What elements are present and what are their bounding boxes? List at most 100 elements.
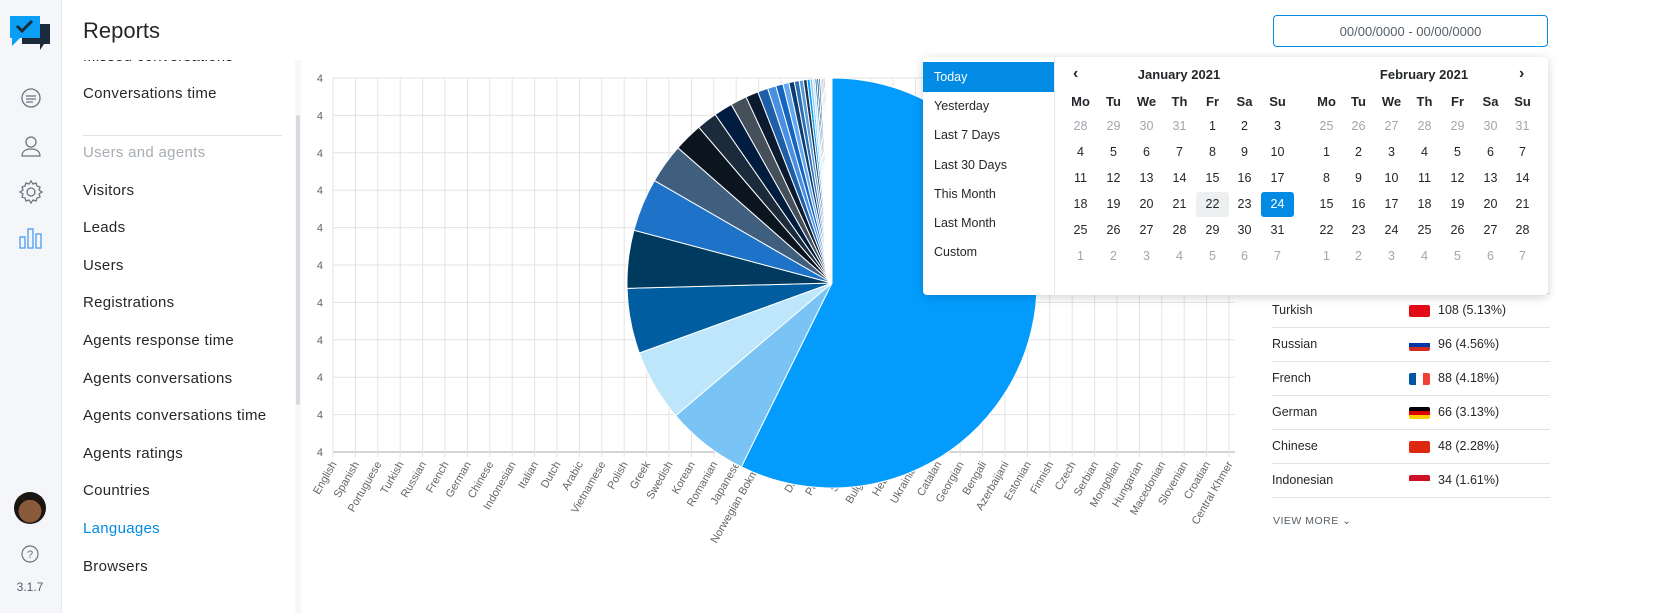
calendar-day[interactable]: 5 xyxy=(1209,249,1216,263)
calendar-day[interactable]: 29 xyxy=(1106,119,1121,133)
calendar-day[interactable]: 18 xyxy=(1417,197,1432,211)
calendar-day[interactable]: 28 xyxy=(1073,119,1088,133)
calendar-day[interactable]: 19 xyxy=(1106,197,1121,211)
calendar-day[interactable]: 30 xyxy=(1237,223,1252,237)
calendar-day[interactable]: 11 xyxy=(1418,171,1431,185)
nav-item[interactable]: Users xyxy=(83,256,124,274)
calendar-day[interactable]: 1 xyxy=(1323,249,1330,263)
calendar-day[interactable]: 25 xyxy=(1319,119,1334,133)
calendar-day[interactable]: 11 xyxy=(1074,171,1087,185)
calendar-day[interactable]: 21 xyxy=(1515,197,1530,211)
calendar-day[interactable]: 14 xyxy=(1515,171,1530,185)
calendar-day[interactable]: 15 xyxy=(1319,197,1334,211)
calendar-day[interactable]: 2 xyxy=(1355,249,1362,263)
calendar-day[interactable]: 6 xyxy=(1487,249,1494,263)
preset-option[interactable]: This Month xyxy=(934,186,996,201)
nav-item[interactable]: Countries xyxy=(83,482,150,500)
date-range-input[interactable]: 00/00/0000 - 00/00/0000 xyxy=(1273,15,1548,47)
calendar-day[interactable]: 28 xyxy=(1417,119,1432,133)
calendar-day[interactable]: 19 xyxy=(1450,197,1465,211)
calendar-day[interactable]: 26 xyxy=(1450,223,1465,237)
preset-option[interactable]: Last Month xyxy=(934,216,996,230)
calendar-day[interactable]: 3 xyxy=(1388,145,1395,159)
calendar-day[interactable]: 30 xyxy=(1483,119,1498,133)
calendar-day[interactable]: 16 xyxy=(1237,171,1252,185)
calendar-day[interactable]: 3 xyxy=(1274,119,1281,133)
calendar-day[interactable]: 8 xyxy=(1209,145,1216,159)
calendar-day[interactable]: 28 xyxy=(1172,223,1187,237)
calendar-day[interactable]: 6 xyxy=(1143,145,1150,159)
chat-icon[interactable] xyxy=(16,84,46,114)
calendar-day[interactable]: 3 xyxy=(1143,249,1150,263)
calendar-day[interactable]: 14 xyxy=(1172,171,1187,185)
calendar-day[interactable]: 22 xyxy=(1319,223,1334,237)
reports-icon[interactable] xyxy=(16,223,46,253)
calendar-day[interactable]: 26 xyxy=(1351,119,1366,133)
nav-item[interactable]: Languages xyxy=(83,520,160,537)
app-logo[interactable] xyxy=(8,14,54,54)
user-icon[interactable] xyxy=(16,131,46,161)
calendar-day[interactable]: 4 xyxy=(1176,249,1183,263)
calendar-day[interactable]: 10 xyxy=(1384,171,1399,185)
calendar-day[interactable]: 13 xyxy=(1483,171,1498,185)
calendar-day[interactable]: 9 xyxy=(1241,145,1248,159)
calendar-day[interactable]: 7 xyxy=(1519,249,1526,263)
calendar-day[interactable]: 25 xyxy=(1417,223,1432,237)
nav-item[interactable]: Registrations xyxy=(83,294,175,312)
preset-option[interactable]: Custom xyxy=(934,245,978,260)
calendar-day[interactable]: 29 xyxy=(1450,119,1465,133)
calendar-day[interactable]: 17 xyxy=(1270,171,1285,185)
calendar-day[interactable]: 23 xyxy=(1351,223,1366,237)
nav-item[interactable]: Conversations time xyxy=(83,85,217,102)
calendar-day[interactable]: 5 xyxy=(1110,145,1117,159)
nav-item[interactable]: Missed conversations xyxy=(83,60,233,65)
nav-item[interactable]: Agents conversations xyxy=(83,369,233,387)
calendar-day[interactable]: 8 xyxy=(1323,171,1330,185)
calendar-day[interactable]: 3 xyxy=(1388,249,1395,263)
calendar-day[interactable]: 23 xyxy=(1237,197,1252,211)
pie-slice-central-khmer[interactable] xyxy=(830,77,833,284)
calendar-day[interactable]: 2 xyxy=(1110,249,1117,263)
nav-item[interactable]: Agents response time xyxy=(83,332,235,349)
view-more-button[interactable]: VIEW MORE ⌄ xyxy=(1273,515,1352,527)
calendar-day[interactable]: 25 xyxy=(1073,223,1088,237)
calendar-day[interactable]: 17 xyxy=(1384,197,1399,211)
calendar-day[interactable]: 16 xyxy=(1351,197,1366,211)
calendar-day[interactable]: 31 xyxy=(1270,223,1285,237)
nav-item[interactable]: Leads xyxy=(83,219,126,237)
calendar-day[interactable]: 7 xyxy=(1519,145,1526,159)
calendar-day[interactable]: 2 xyxy=(1241,119,1248,133)
nav-item[interactable]: Browsers xyxy=(83,557,148,575)
calendar-day[interactable]: 31 xyxy=(1515,119,1530,133)
calendar-day[interactable]: 6 xyxy=(1487,145,1494,159)
calendar-day[interactable]: 21 xyxy=(1172,197,1187,211)
calendar-day[interactable]: 22 xyxy=(1196,192,1229,217)
calendar-day[interactable]: 24 xyxy=(1384,223,1399,237)
calendar-day[interactable]: 10 xyxy=(1270,145,1285,159)
preset-option[interactable]: Yesterday xyxy=(934,99,990,114)
nav-item[interactable]: Agents ratings xyxy=(83,444,184,462)
calendar-day[interactable]: 18 xyxy=(1073,197,1088,211)
help-icon[interactable]: ? xyxy=(15,539,45,569)
calendar-day[interactable]: 12 xyxy=(1450,171,1465,185)
calendar-day[interactable]: 27 xyxy=(1384,119,1399,133)
preset-option[interactable]: Last 7 Days xyxy=(934,128,1001,143)
calendar-day[interactable]: 1 xyxy=(1209,119,1216,133)
calendar-day[interactable]: 1 xyxy=(1323,145,1330,159)
nav-item[interactable]: Visitors xyxy=(83,181,135,199)
calendar-day[interactable]: 12 xyxy=(1106,171,1121,185)
calendar-day[interactable]: 13 xyxy=(1139,171,1154,185)
preset-option[interactable]: Today xyxy=(923,62,1054,92)
calendar-day[interactable]: 9 xyxy=(1355,171,1362,185)
calendar-day[interactable]: 7 xyxy=(1176,145,1183,159)
prev-month-icon[interactable]: ‹ xyxy=(1073,65,1079,82)
nav-item[interactable]: Agents conversations time xyxy=(83,407,267,425)
calendar-day[interactable]: 27 xyxy=(1139,223,1154,237)
calendar-day[interactable]: 6 xyxy=(1241,249,1248,263)
calendar-day[interactable]: 4 xyxy=(1421,249,1428,263)
gear-icon[interactable] xyxy=(16,177,46,207)
calendar-day[interactable]: 2 xyxy=(1355,145,1362,159)
calendar-day[interactable]: 5 xyxy=(1454,249,1461,263)
calendar-day[interactable]: 4 xyxy=(1421,145,1428,159)
calendar-day[interactable]: 7 xyxy=(1274,249,1281,263)
